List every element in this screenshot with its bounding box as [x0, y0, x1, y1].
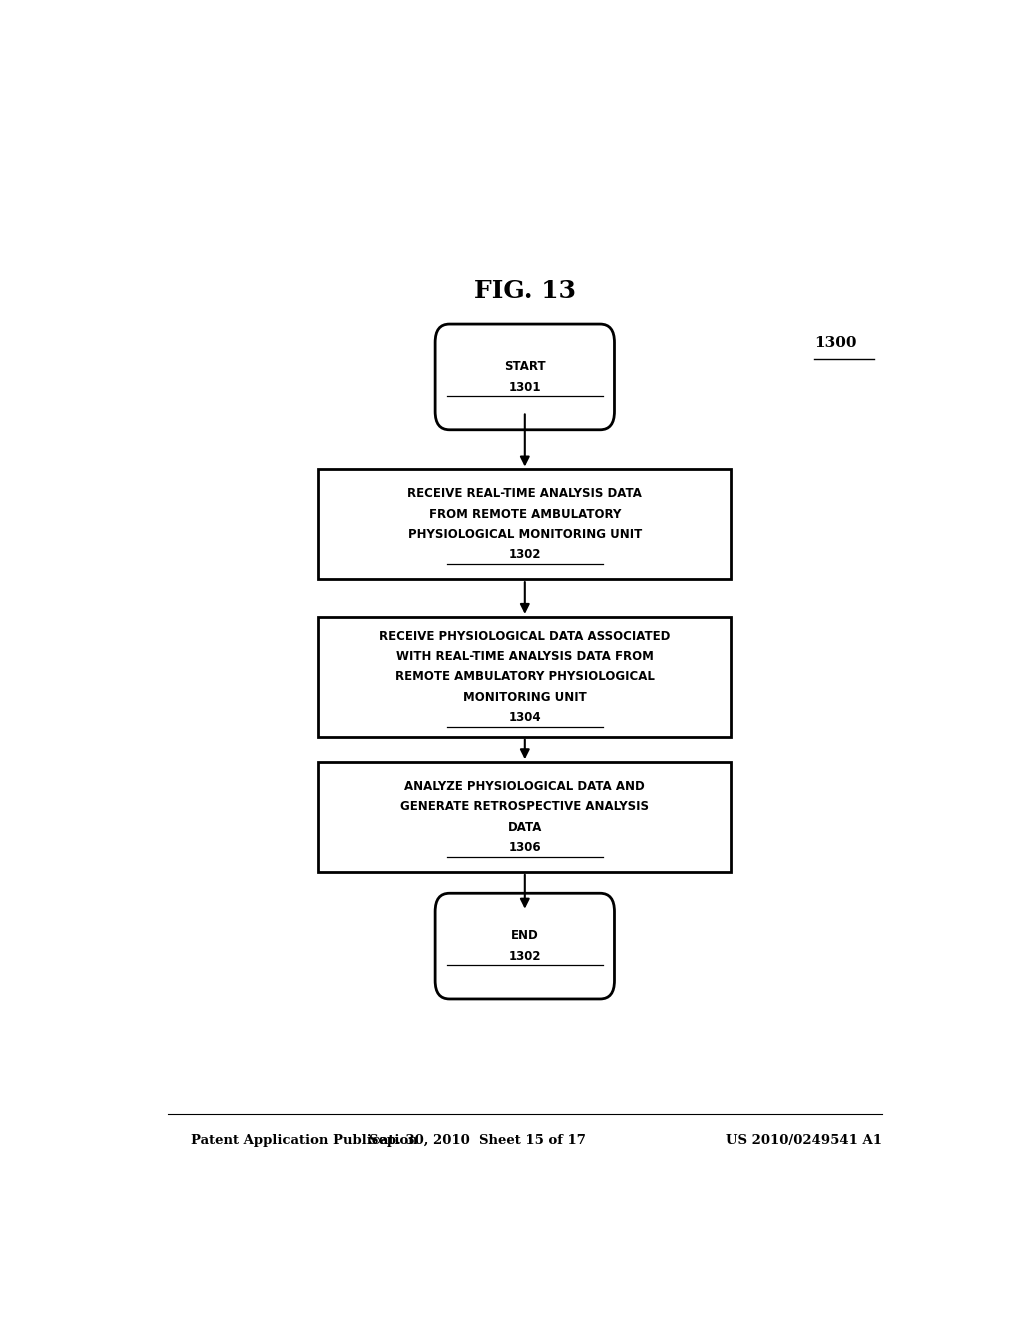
FancyBboxPatch shape [435, 325, 614, 430]
Text: WITH REAL-TIME ANALYSIS DATA FROM: WITH REAL-TIME ANALYSIS DATA FROM [396, 649, 653, 663]
Text: MONITORING UNIT: MONITORING UNIT [463, 690, 587, 704]
Text: Patent Application Publication: Patent Application Publication [191, 1134, 418, 1147]
Text: START: START [504, 360, 546, 374]
Bar [318, 616, 731, 737]
Text: DATA: DATA [508, 821, 542, 834]
Text: 1300: 1300 [814, 337, 857, 350]
Text: 1301: 1301 [509, 380, 541, 393]
Text: REMOTE AMBULATORY PHYSIOLOGICAL: REMOTE AMBULATORY PHYSIOLOGICAL [395, 671, 654, 684]
Bar [318, 762, 731, 873]
Text: 1306: 1306 [509, 841, 541, 854]
Text: ANALYZE PHYSIOLOGICAL DATA AND: ANALYZE PHYSIOLOGICAL DATA AND [404, 780, 645, 793]
Text: FROM REMOTE AMBULATORY: FROM REMOTE AMBULATORY [429, 508, 621, 520]
Text: 1302: 1302 [509, 548, 541, 561]
Text: PHYSIOLOGICAL MONITORING UNIT: PHYSIOLOGICAL MONITORING UNIT [408, 528, 642, 541]
Text: RECEIVE REAL-TIME ANALYSIS DATA: RECEIVE REAL-TIME ANALYSIS DATA [408, 487, 642, 500]
FancyBboxPatch shape [435, 894, 614, 999]
Text: 1304: 1304 [509, 711, 541, 723]
Text: FIG. 13: FIG. 13 [474, 279, 575, 302]
Text: US 2010/0249541 A1: US 2010/0249541 A1 [726, 1134, 882, 1147]
Bar [318, 470, 731, 579]
Text: 1302: 1302 [509, 950, 541, 962]
Text: GENERATE RETROSPECTIVE ANALYSIS: GENERATE RETROSPECTIVE ANALYSIS [400, 800, 649, 813]
Text: RECEIVE PHYSIOLOGICAL DATA ASSOCIATED: RECEIVE PHYSIOLOGICAL DATA ASSOCIATED [379, 630, 671, 643]
Text: END: END [511, 929, 539, 942]
Text: Sep. 30, 2010  Sheet 15 of 17: Sep. 30, 2010 Sheet 15 of 17 [369, 1134, 586, 1147]
